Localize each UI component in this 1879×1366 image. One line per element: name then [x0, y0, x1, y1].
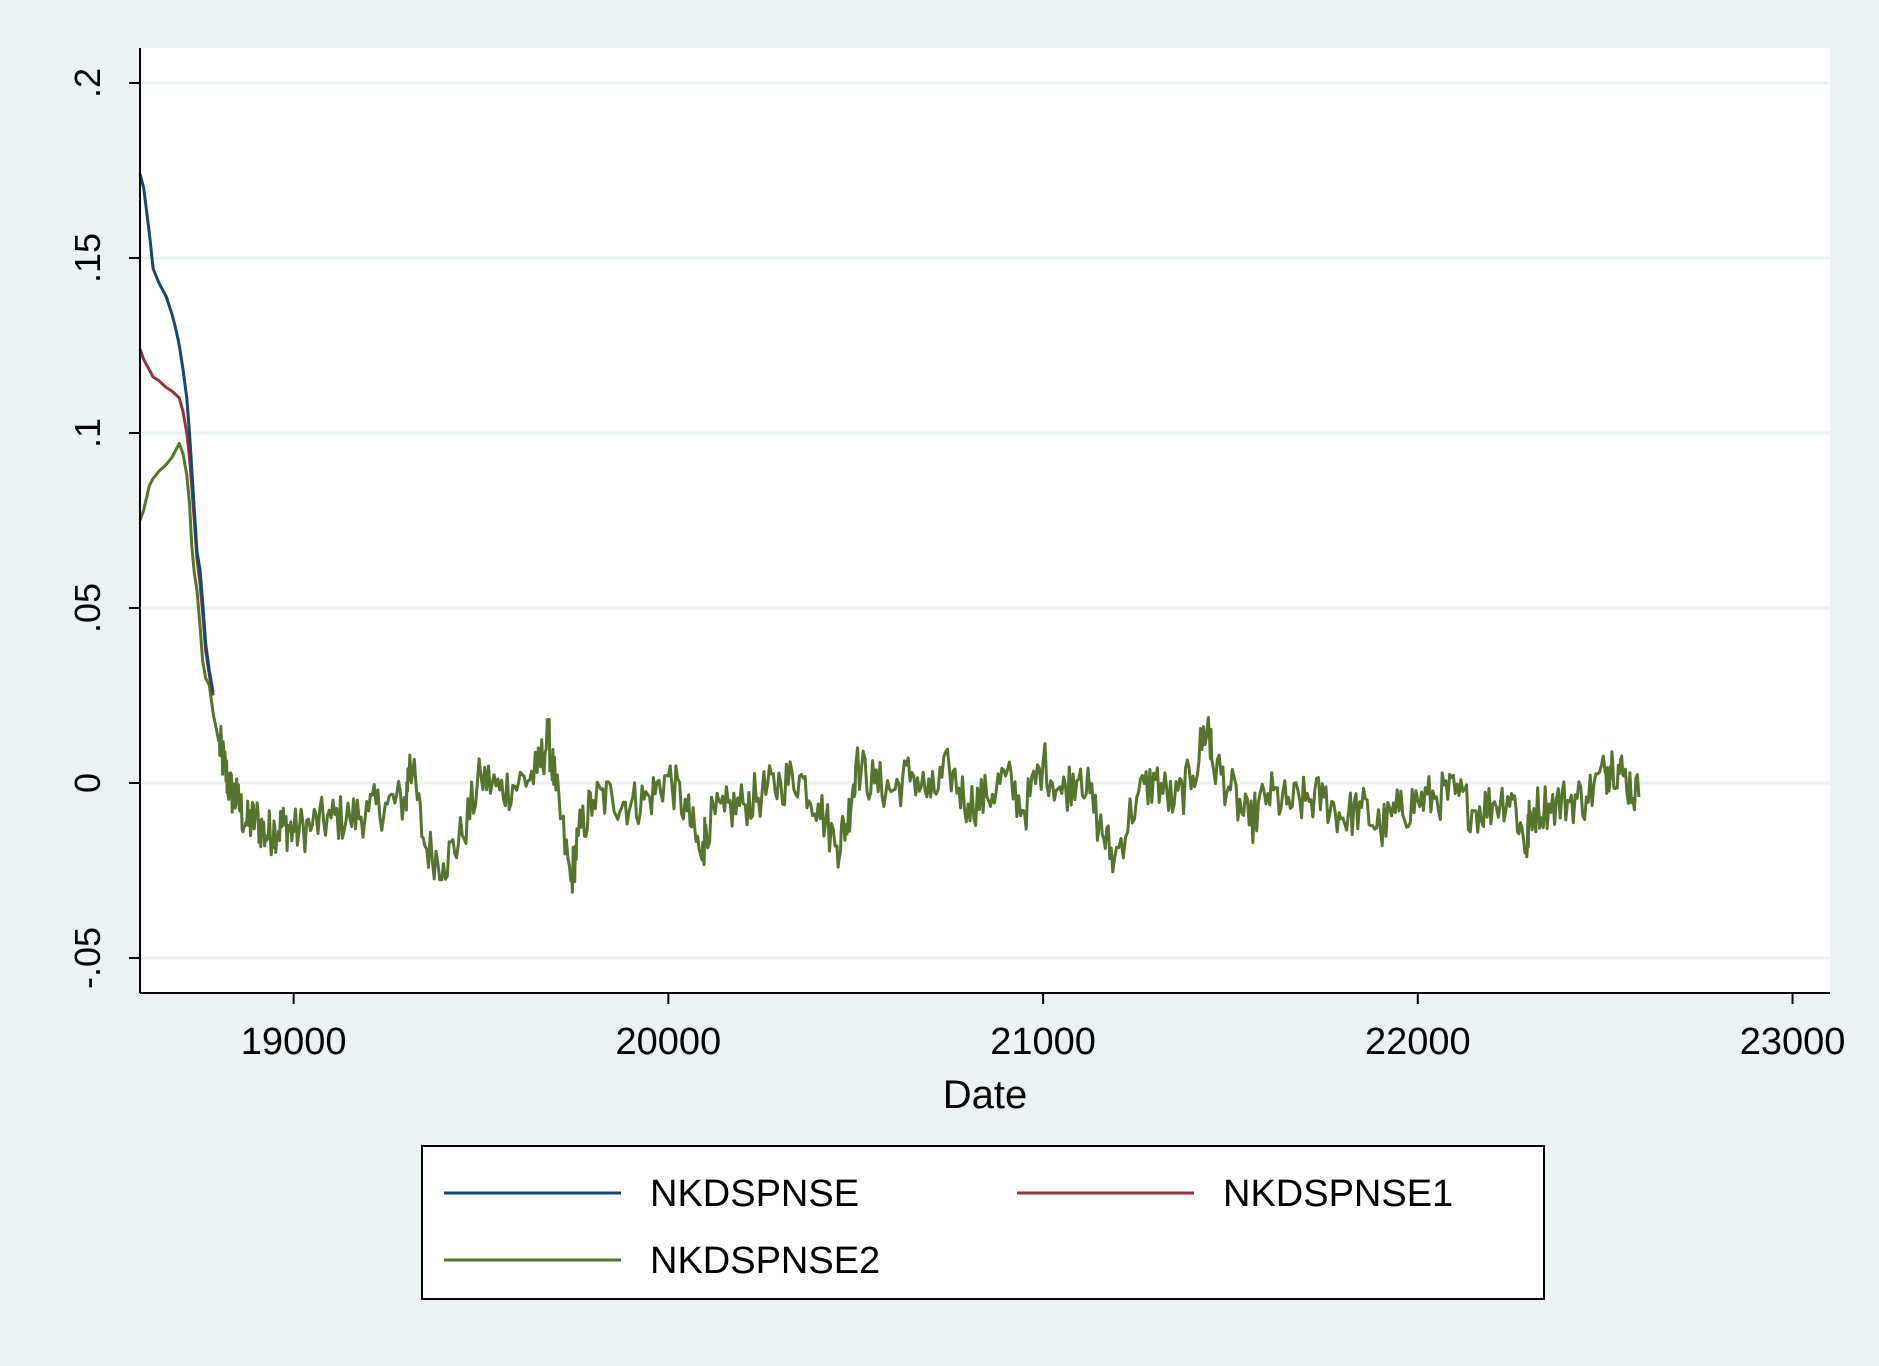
y-ticks: -.05 0 .05 .1 .15 .2 — [67, 68, 140, 989]
y-tick-label: 0 — [67, 773, 108, 793]
y-tick-label: .05 — [67, 583, 108, 633]
x-tick-label: 23000 — [1740, 1021, 1846, 1063]
series-line-nkdspnse2 — [138, 442, 1641, 894]
x-tick-label: 20000 — [616, 1021, 722, 1063]
y-tick-label: .2 — [67, 68, 108, 98]
x-tick-label: 22000 — [1365, 1021, 1471, 1063]
series-lines — [138, 173, 1641, 894]
y-tick-label: .1 — [67, 418, 108, 448]
y-tick-label: .15 — [67, 233, 108, 283]
legend: NKDSPNSE NKDSPNSE1 NKDSPNSE2 — [421, 1145, 1545, 1300]
x-ticks: 19000 20000 21000 22000 23000 — [241, 993, 1846, 1063]
legend-box — [421, 1145, 1545, 1300]
x-tick-label: 19000 — [241, 1021, 347, 1063]
axes — [139, 48, 1830, 994]
x-axis-title: Date — [943, 1073, 1028, 1117]
plot-area — [140, 48, 1830, 993]
y-tick-label: -.05 — [67, 927, 108, 989]
series-line-nkdspnse — [138, 173, 215, 693]
legend-label: NKDSPNSE1 — [1223, 1173, 1453, 1215]
legend-label: NKDSPNSE2 — [650, 1240, 880, 1282]
legend-label: NKDSPNSE — [650, 1173, 859, 1215]
x-tick-label: 21000 — [990, 1021, 1096, 1063]
